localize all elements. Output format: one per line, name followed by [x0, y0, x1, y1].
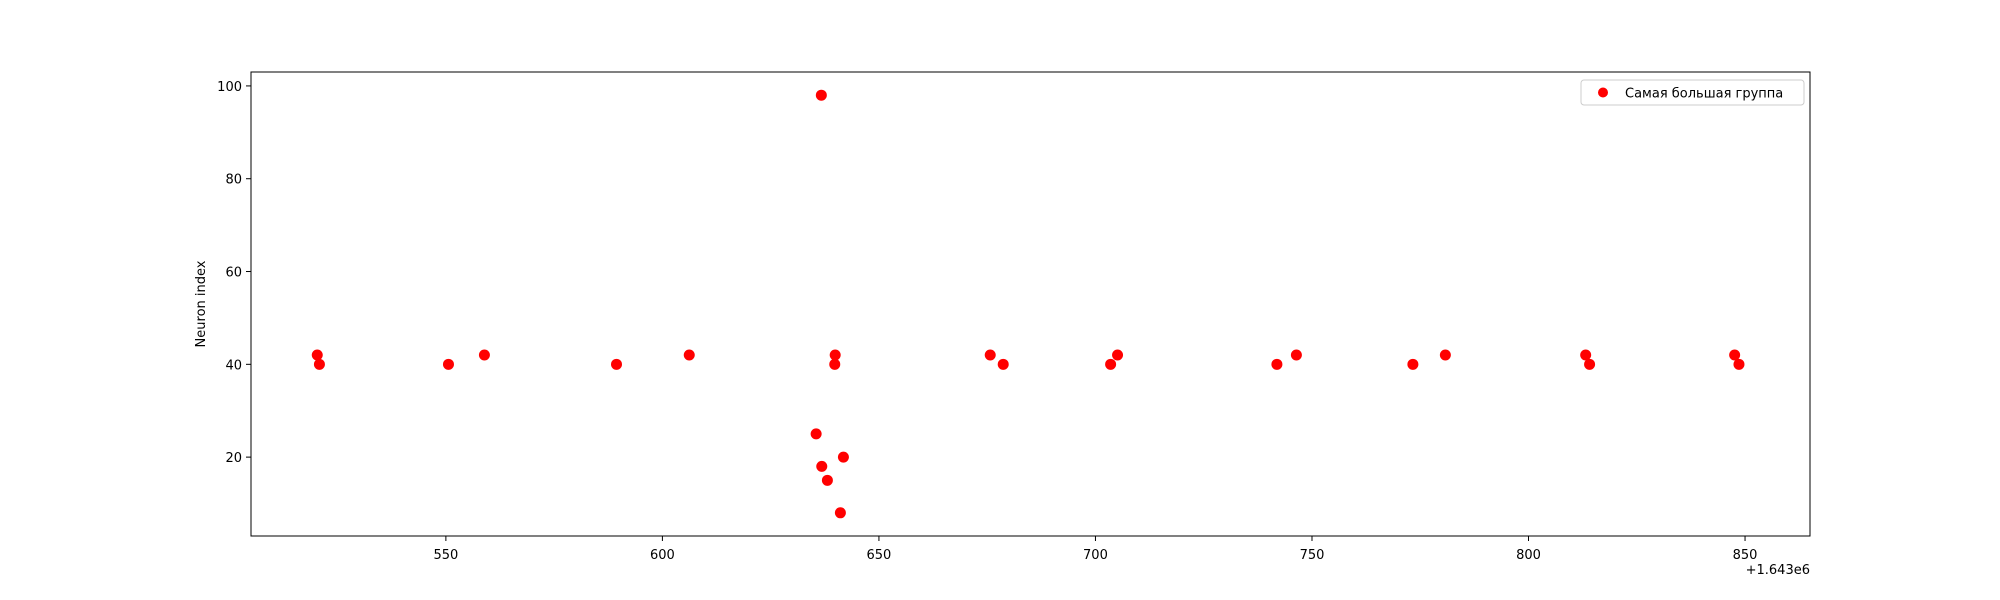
- legend-box: [1580, 79, 1805, 106]
- scatter-point: [478, 349, 490, 361]
- x-tick-label: 850: [1733, 548, 1758, 563]
- y-tick-label: 20: [225, 451, 242, 466]
- legend: Самая большая группа: [1580, 79, 1805, 106]
- scatter-point: [837, 451, 849, 463]
- x-tick-label: 600: [650, 548, 675, 563]
- scatter-point: [683, 349, 695, 361]
- scatter-point: [1112, 349, 1124, 361]
- scatter-point: [810, 428, 822, 440]
- scatter-point: [442, 358, 454, 370]
- scatter-point: [311, 349, 323, 361]
- y-axis: 20 40 60 80 100: [217, 80, 251, 466]
- scatter-point: [610, 358, 622, 370]
- scatter-point: [1290, 349, 1302, 361]
- scatter-point: [1271, 358, 1283, 370]
- scatter-point: [829, 358, 841, 370]
- scatter-point: [821, 474, 833, 486]
- x-tick-label: 750: [1300, 548, 1325, 563]
- legend-label: Самая большая группа: [1625, 87, 1783, 102]
- scatter-point: [1733, 358, 1745, 370]
- x-offset-label: +1.643e6: [1746, 563, 1810, 578]
- x-tick-label: 800: [1516, 548, 1541, 563]
- scatter-point: [1584, 358, 1596, 370]
- y-tick-label: 40: [225, 358, 242, 373]
- y-tick-label: 100: [217, 80, 242, 95]
- scatter-point: [313, 358, 325, 370]
- y-tick-label: 80: [225, 173, 242, 188]
- legend-marker: [1598, 87, 1608, 98]
- scatter-point: [829, 349, 841, 361]
- scatter-point: [816, 460, 828, 472]
- scatter-point: [997, 358, 1009, 370]
- plot-frame: [250, 71, 1811, 537]
- scatter-point: [984, 349, 996, 361]
- plot-area: [251, 72, 1810, 536]
- y-tick-label: 60: [225, 266, 242, 281]
- scatter-point: [834, 507, 846, 519]
- scatter-point: [815, 89, 827, 101]
- scatter-point: [1729, 349, 1741, 361]
- x-tick-label: 700: [1083, 548, 1108, 563]
- y-axis-label: Neuron index: [194, 260, 209, 347]
- scatter-point: [1105, 358, 1117, 370]
- x-axis: 550 600 650 700 750 800 850: [433, 536, 1757, 563]
- data-points: [311, 89, 1745, 519]
- scatter-point: [1580, 349, 1592, 361]
- x-tick-label: 550: [433, 548, 458, 563]
- scatter-point: [1407, 358, 1419, 370]
- scatter-point: [1439, 349, 1451, 361]
- x-tick-label: 650: [867, 548, 892, 563]
